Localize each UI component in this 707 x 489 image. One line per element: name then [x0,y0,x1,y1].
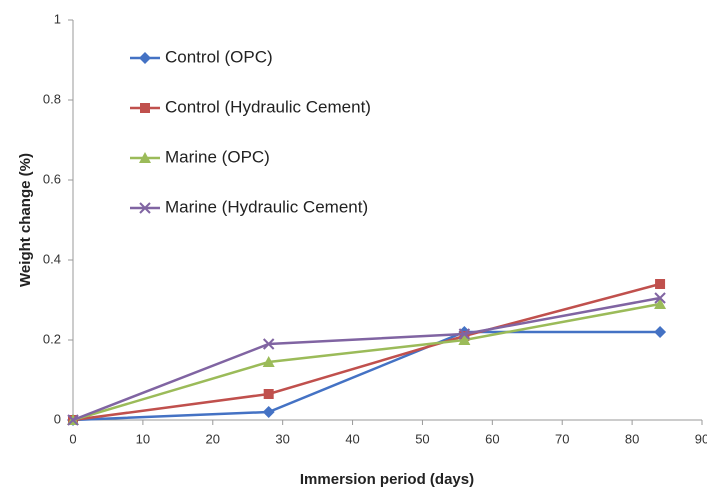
y-tick-label: 0.8 [43,91,61,106]
x-tick-label: 10 [136,431,150,446]
marker [262,356,275,367]
marker [654,292,666,304]
x-tick-label: 50 [415,431,429,446]
marker [655,279,666,289]
y-tick-label: 0.6 [43,171,61,186]
x-tick-label: 0 [69,431,76,446]
y-tick-label: 1 [54,11,61,26]
x-tick-label: 70 [555,431,569,446]
marker [654,326,667,338]
x-tick-label: 60 [485,431,499,446]
series-line [72,302,661,422]
marker [263,389,274,399]
series-line [72,330,661,422]
marker [139,202,151,214]
marker [458,328,471,340]
x-axis-title: Immersion period (days) [300,471,474,488]
y-tick-label: 0 [54,411,61,426]
marker [654,298,667,309]
x-tick-label: 20 [206,431,220,446]
y-tick-label: 0.4 [43,251,61,266]
marker [262,406,275,418]
marker [458,334,471,345]
marker [139,52,151,64]
series-line [72,282,661,422]
legend-label: Control (Hydraulic Cement) [165,97,371,116]
x-tick-label: 80 [625,431,639,446]
series-line [72,296,661,422]
legend-label: Control (OPC) [165,47,273,66]
marker [67,414,79,426]
legend-label: Marine (OPC) [165,147,270,166]
legend-label: Marine (Hydraulic Cement) [165,197,368,216]
marker [139,152,151,163]
x-tick-label: 90 [695,431,707,446]
x-tick-label: 30 [275,431,289,446]
marker [262,338,275,350]
marker [140,103,150,113]
y-axis-title: Weight change (%) [17,153,34,287]
x-tick-label: 40 [345,431,359,446]
y-tick-label: 0.2 [43,331,61,346]
